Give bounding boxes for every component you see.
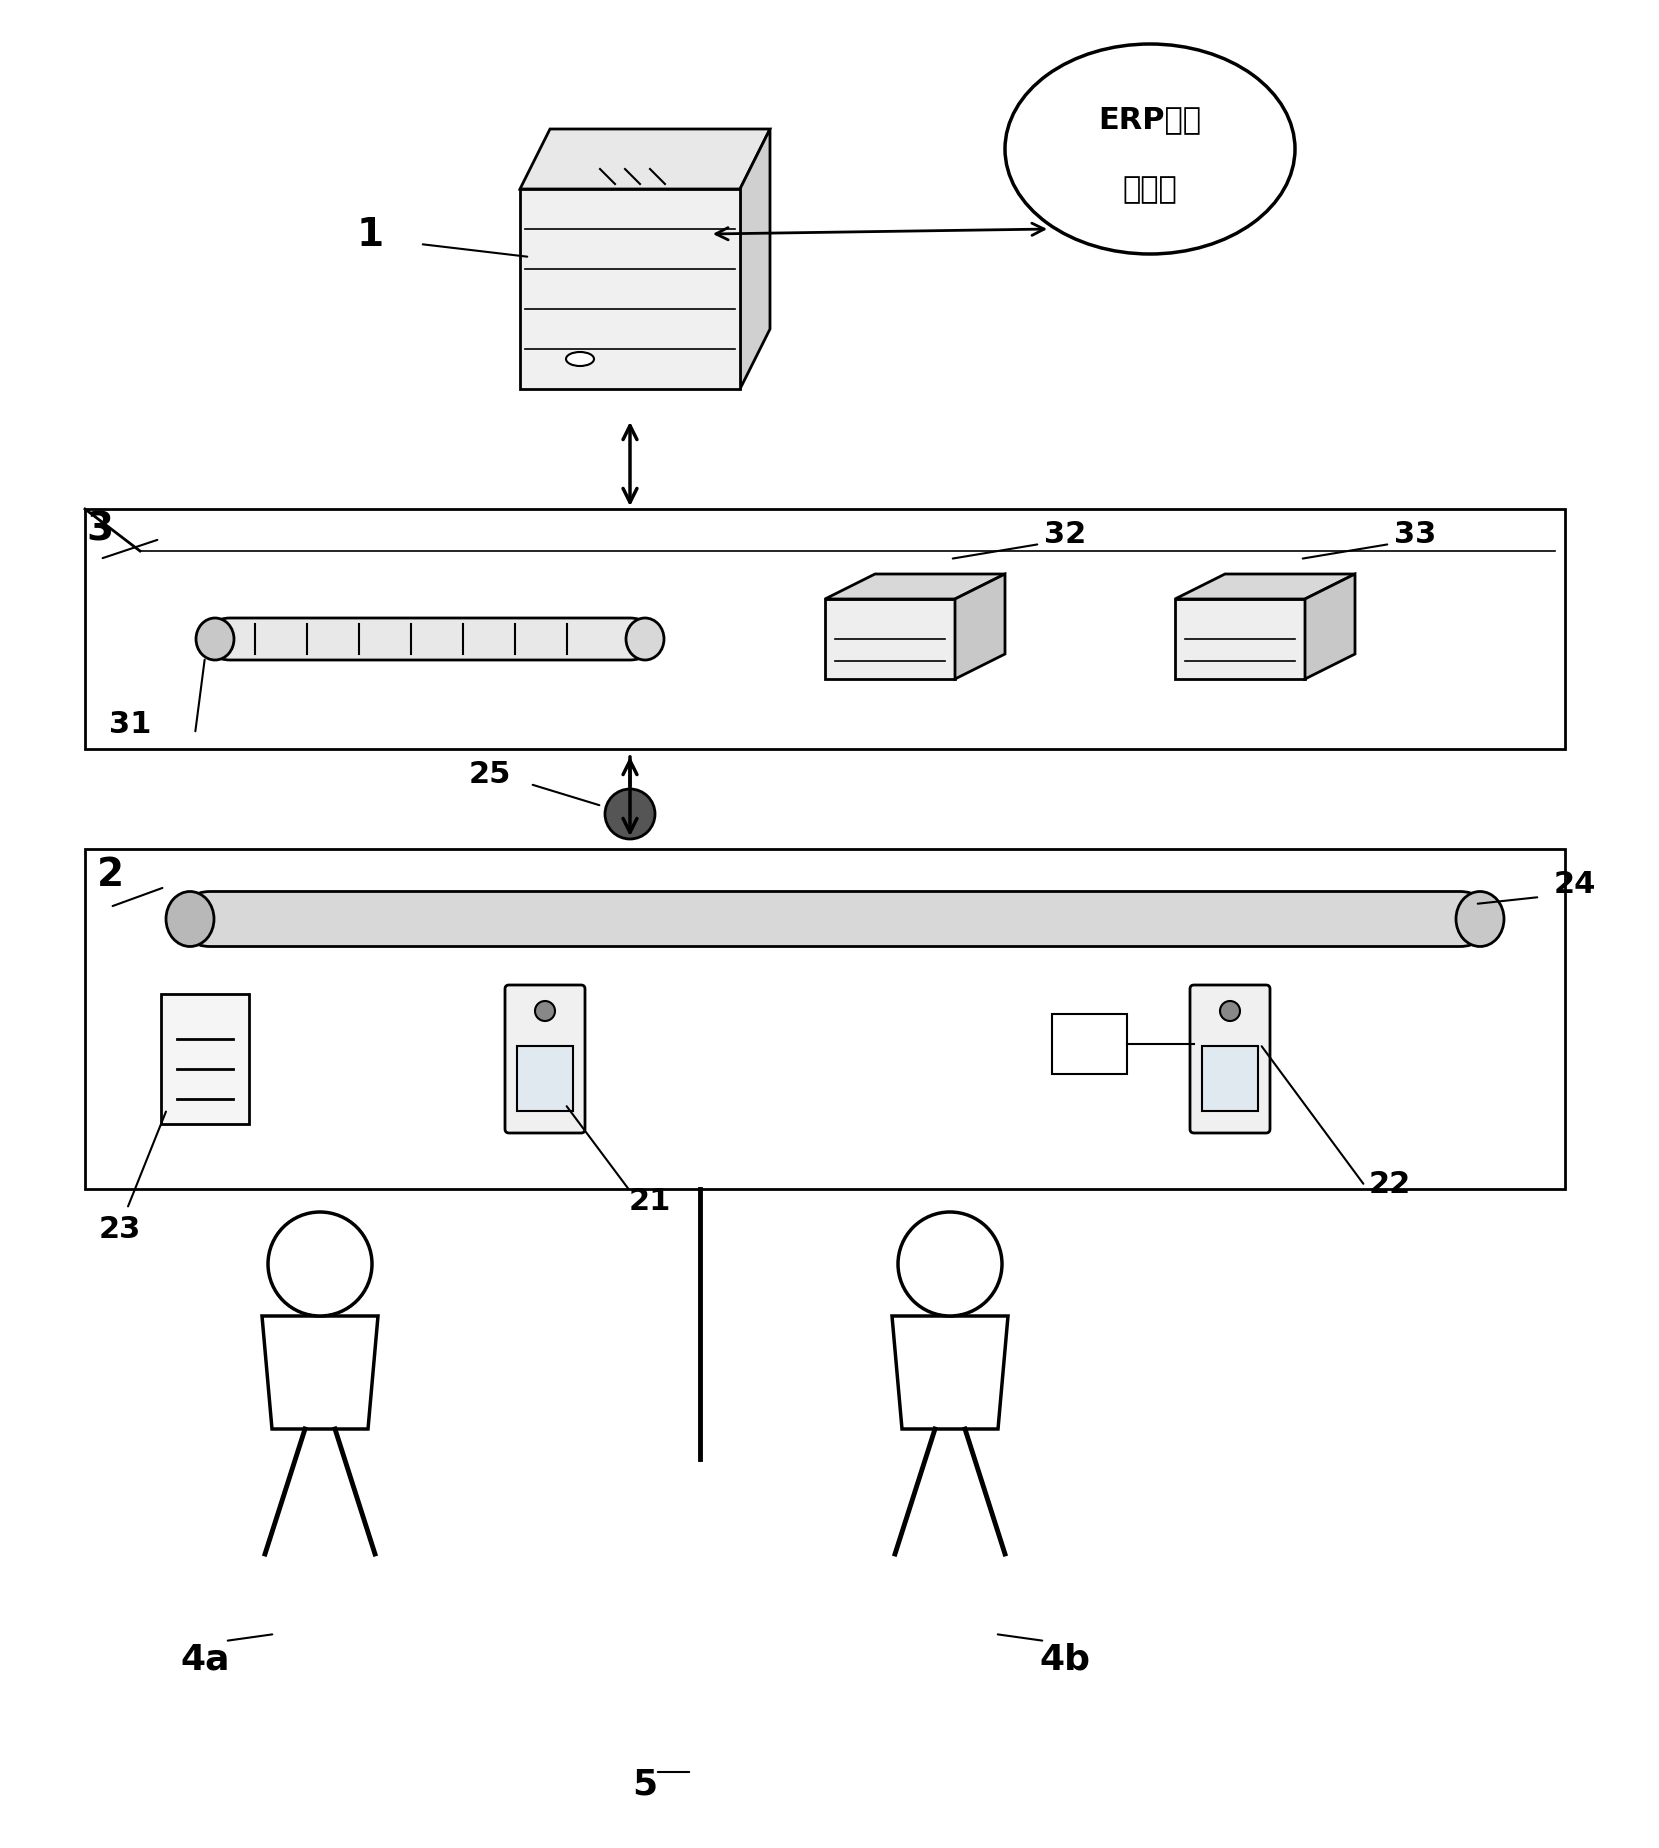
Text: 25: 25 bbox=[469, 760, 511, 789]
Ellipse shape bbox=[566, 353, 594, 366]
FancyBboxPatch shape bbox=[1190, 985, 1271, 1133]
Text: 5: 5 bbox=[632, 1767, 657, 1802]
Polygon shape bbox=[740, 129, 770, 390]
Text: 24: 24 bbox=[1554, 870, 1596, 898]
Polygon shape bbox=[262, 1316, 378, 1429]
Polygon shape bbox=[1175, 599, 1306, 680]
Polygon shape bbox=[1306, 575, 1355, 680]
Polygon shape bbox=[825, 575, 1005, 599]
FancyBboxPatch shape bbox=[504, 985, 586, 1133]
Circle shape bbox=[606, 789, 655, 839]
Polygon shape bbox=[85, 850, 1564, 1190]
Ellipse shape bbox=[196, 619, 234, 660]
FancyBboxPatch shape bbox=[211, 619, 650, 660]
Polygon shape bbox=[893, 1316, 1009, 1429]
Polygon shape bbox=[956, 575, 1005, 680]
Text: ERP数据: ERP数据 bbox=[1098, 105, 1201, 135]
Text: 2: 2 bbox=[96, 856, 123, 894]
Text: 4b: 4b bbox=[1040, 1643, 1090, 1676]
Polygon shape bbox=[825, 599, 956, 680]
Text: 31: 31 bbox=[109, 710, 151, 739]
Polygon shape bbox=[519, 190, 740, 390]
Text: 4a: 4a bbox=[181, 1643, 229, 1676]
Ellipse shape bbox=[166, 893, 214, 946]
Polygon shape bbox=[1175, 575, 1355, 599]
FancyBboxPatch shape bbox=[186, 893, 1485, 946]
Text: 23: 23 bbox=[100, 1214, 141, 1244]
Text: 22: 22 bbox=[1369, 1170, 1412, 1199]
FancyBboxPatch shape bbox=[1052, 1015, 1128, 1074]
Text: 21: 21 bbox=[629, 1186, 672, 1216]
FancyBboxPatch shape bbox=[518, 1046, 572, 1111]
Text: 1: 1 bbox=[357, 216, 383, 253]
Polygon shape bbox=[519, 129, 770, 190]
Text: 库管理: 库管理 bbox=[1123, 176, 1178, 205]
Ellipse shape bbox=[1005, 44, 1296, 255]
Polygon shape bbox=[85, 510, 1564, 750]
Circle shape bbox=[534, 1002, 556, 1022]
Text: 32: 32 bbox=[1044, 521, 1087, 549]
FancyBboxPatch shape bbox=[161, 994, 249, 1124]
Text: 33: 33 bbox=[1394, 521, 1437, 549]
Circle shape bbox=[898, 1212, 1002, 1316]
Ellipse shape bbox=[1457, 893, 1505, 946]
Ellipse shape bbox=[625, 619, 664, 660]
Circle shape bbox=[269, 1212, 372, 1316]
FancyBboxPatch shape bbox=[1203, 1046, 1258, 1111]
Text: 3: 3 bbox=[86, 510, 113, 549]
Circle shape bbox=[1219, 1002, 1239, 1022]
